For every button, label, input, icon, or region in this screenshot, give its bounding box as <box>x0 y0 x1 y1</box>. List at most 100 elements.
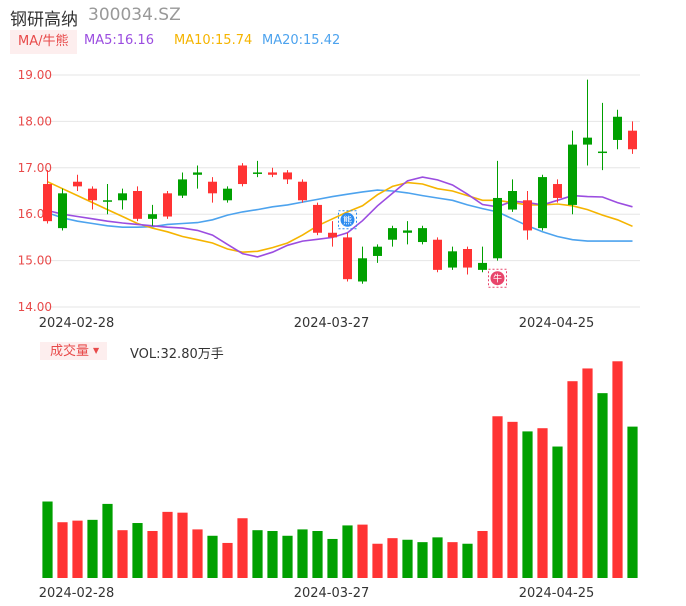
candle-body <box>358 258 367 282</box>
volume-value: VOL:32.80万手 <box>130 347 224 362</box>
candle <box>403 221 412 245</box>
ma5-legend: MA5:16.16 <box>84 33 154 48</box>
volume-bar <box>432 537 443 578</box>
candle <box>613 109 622 150</box>
ma20-legend: MA20:15.42 <box>262 33 341 48</box>
stock-name: 钢研高纳 <box>10 10 78 30</box>
candle <box>313 202 322 236</box>
candle <box>238 163 247 187</box>
volume-bar <box>312 530 323 578</box>
candle <box>343 232 352 282</box>
candle <box>88 186 97 210</box>
date-axis-bottom: 2024-02-28 2024-03-27 2024-04-25 <box>39 586 595 601</box>
candle <box>388 225 397 247</box>
candle-body <box>193 172 202 175</box>
volume-bar <box>102 503 113 578</box>
volume-bar <box>402 539 413 578</box>
candle <box>493 160 502 261</box>
volume-bar <box>447 542 458 578</box>
candle-body <box>478 262 487 270</box>
volume-bar <box>327 538 338 578</box>
candle-body <box>283 172 292 180</box>
candle <box>463 246 472 275</box>
ma-markers: 熊牛 <box>338 210 507 288</box>
candle <box>568 130 577 215</box>
candle-body <box>238 165 247 185</box>
candle <box>43 170 52 224</box>
candle <box>148 204 157 226</box>
candle-body <box>628 130 637 150</box>
candle <box>508 179 517 212</box>
y-tick-label: 15.00 <box>18 254 52 268</box>
volume-bar <box>132 523 143 578</box>
volume-indicator-selector[interactable]: 成交量 ▼ <box>40 342 108 360</box>
volume-bar <box>462 543 473 578</box>
candle <box>523 191 532 240</box>
candle-body <box>103 200 112 202</box>
price-grid <box>40 74 640 308</box>
volume-label: 成交量 <box>50 344 90 359</box>
candle <box>118 188 127 210</box>
candle-body <box>268 172 277 175</box>
volume-bar <box>147 530 158 578</box>
ma-indicator-selector[interactable]: MA/牛熊 <box>10 30 77 54</box>
candle <box>628 121 637 154</box>
volume-bar <box>582 368 593 578</box>
candle-body <box>493 197 502 259</box>
candle <box>103 184 112 215</box>
candle-body <box>343 237 352 280</box>
candle-body <box>388 228 397 240</box>
candle-body <box>298 181 307 201</box>
x-tick-label: 2024-04-25 <box>519 316 595 331</box>
candle-body <box>208 181 217 194</box>
candle <box>253 160 262 178</box>
candle-body <box>223 188 232 201</box>
x-tick-label: 2024-03-27 <box>294 586 370 601</box>
candle <box>538 174 547 231</box>
x-tick-label: 2024-02-28 <box>39 316 115 331</box>
candle-body <box>553 184 562 198</box>
volume-bar <box>207 535 218 578</box>
candle-body <box>148 214 157 219</box>
candle <box>448 246 457 270</box>
candle-body <box>328 232 337 238</box>
volume-bar <box>567 381 578 578</box>
date-axis-top: 2024-02-28 2024-03-27 2024-04-25 <box>39 316 595 331</box>
candle-body <box>403 230 412 233</box>
volume-bar <box>597 393 608 578</box>
ma5-line <box>47 176 633 258</box>
y-tick-label: 18.00 <box>18 114 52 128</box>
candle-body <box>88 188 97 201</box>
svg-text:熊: 熊 <box>343 214 352 226</box>
y-tick-label: 19.00 <box>18 68 52 82</box>
candle <box>283 170 292 185</box>
volume-bar <box>177 512 188 578</box>
candle <box>178 172 187 198</box>
volume-bar <box>387 538 398 578</box>
volume-bar <box>627 426 638 578</box>
volume-bar <box>612 361 623 578</box>
volume-bar <box>282 535 293 578</box>
candle-body <box>373 246 382 256</box>
candle <box>373 244 382 263</box>
candle <box>433 237 442 273</box>
candle-body <box>43 184 52 222</box>
volume-bar <box>357 524 368 578</box>
svg-text:牛: 牛 <box>493 273 502 285</box>
volume-bar <box>162 511 173 578</box>
volume-bar <box>507 421 518 578</box>
candle <box>223 186 232 203</box>
volume-bars <box>42 361 638 578</box>
volume-bar <box>192 529 203 578</box>
candle <box>553 179 562 203</box>
candle-body <box>523 200 532 231</box>
candle <box>208 177 217 203</box>
volume-bar <box>552 446 563 578</box>
candle <box>478 246 487 273</box>
volume-bar <box>372 543 383 578</box>
candle <box>193 165 202 189</box>
volume-bar <box>477 530 488 578</box>
candle-body <box>613 116 622 140</box>
candle-body <box>418 228 427 243</box>
